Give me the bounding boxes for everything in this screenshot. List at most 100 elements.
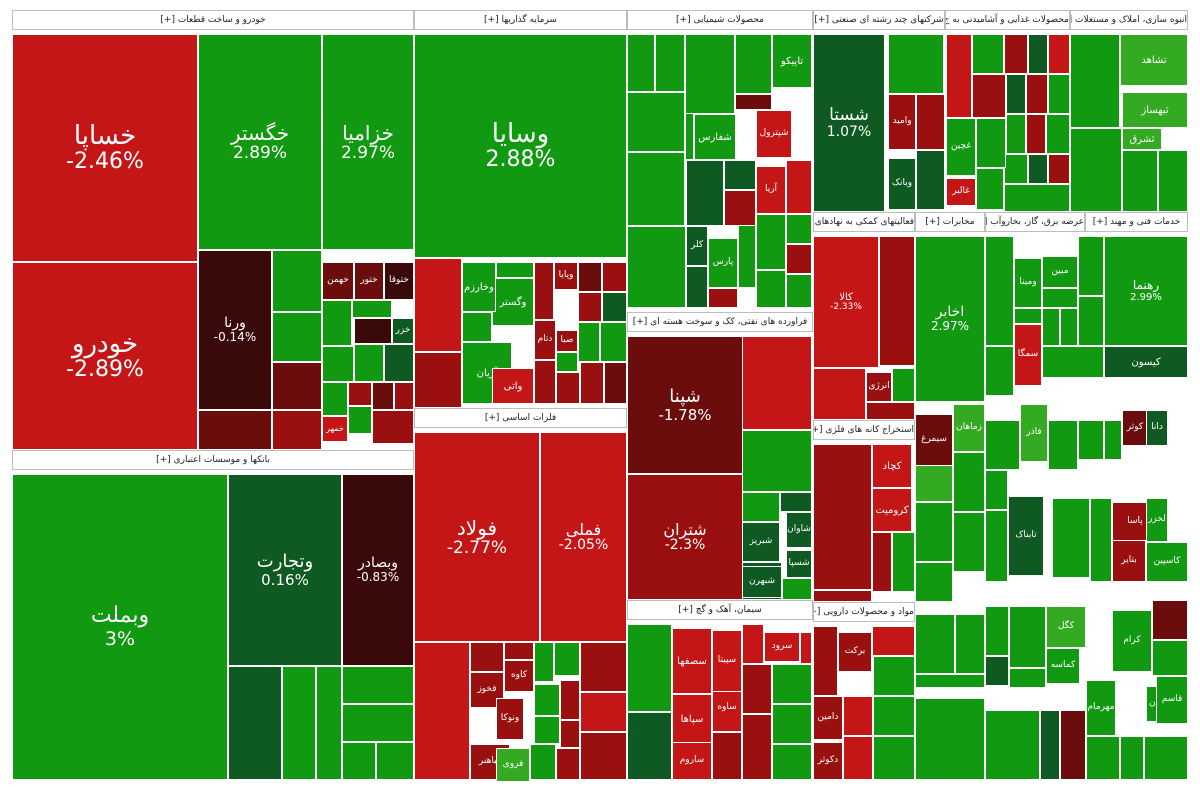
stock-tile[interactable]: ومینا (1014, 258, 1042, 308)
stock-tile[interactable] (534, 716, 560, 744)
stock-tile[interactable] (1048, 420, 1078, 470)
stock-tile[interactable] (813, 590, 872, 602)
stock-tile[interactable] (1009, 606, 1046, 668)
stock-tile[interactable]: شتران -2.3% (627, 474, 743, 600)
stock-tile[interactable] (1028, 34, 1048, 74)
stock-tile[interactable] (782, 578, 812, 600)
stock-tile[interactable] (1052, 498, 1090, 578)
stock-tile[interactable] (873, 696, 915, 736)
stock-tile[interactable] (316, 666, 342, 780)
stock-tile[interactable] (915, 502, 953, 562)
stock-tile[interactable] (556, 748, 580, 780)
sector-header[interactable]: محصولات غذایی و آشامیدنی به ج [+] (945, 10, 1070, 30)
stock-tile[interactable] (322, 346, 354, 382)
stock-tile[interactable] (686, 160, 724, 226)
stock-tile[interactable] (1028, 154, 1048, 184)
stock-tile[interactable]: سرود (764, 632, 800, 662)
stock-tile[interactable] (756, 214, 786, 270)
stock-tile[interactable] (724, 190, 756, 226)
stock-tile[interactable] (976, 118, 1006, 168)
stock-tile[interactable] (892, 368, 915, 402)
stock-tile[interactable]: کلر (686, 226, 708, 266)
stock-tile[interactable] (742, 624, 764, 664)
stock-tile[interactable] (985, 420, 1020, 470)
stock-tile[interactable] (627, 624, 672, 712)
stock-tile[interactable] (1078, 296, 1104, 346)
stock-tile[interactable] (496, 262, 534, 278)
stock-tile[interactable] (888, 210, 944, 212)
stock-tile[interactable]: فملی -2.05% (540, 432, 627, 642)
sector-header[interactable]: مواد و محصولات دارویی [+] (813, 602, 915, 622)
stock-tile[interactable] (1120, 736, 1144, 780)
stock-tile[interactable] (772, 704, 812, 744)
stock-tile[interactable] (1009, 668, 1046, 688)
stock-tile[interactable] (915, 674, 985, 688)
stock-tile[interactable]: شپنا -1.78% (627, 336, 743, 474)
stock-tile[interactable]: کالا -2.33% (813, 236, 879, 368)
stock-tile[interactable]: وسایا 2.88% (414, 34, 627, 258)
stock-tile[interactable] (1152, 640, 1188, 676)
stock-tile[interactable] (376, 742, 414, 780)
stock-tile[interactable] (1090, 498, 1112, 582)
stock-tile[interactable]: دتام (534, 320, 556, 360)
sector-header[interactable]: فعالیتهای کمکی به نهادهای [+] (813, 212, 915, 232)
stock-tile[interactable] (228, 666, 282, 780)
stock-tile[interactable] (872, 626, 915, 656)
stock-tile[interactable] (342, 704, 414, 742)
stock-tile[interactable] (1152, 600, 1188, 640)
stock-tile[interactable] (627, 712, 672, 780)
stock-tile[interactable]: خمهر (322, 416, 348, 442)
stock-tile[interactable] (1004, 184, 1070, 212)
stock-tile[interactable]: خزامیا 2.97% (322, 34, 414, 250)
stock-tile[interactable] (742, 430, 812, 492)
stock-tile[interactable] (772, 744, 812, 780)
stock-tile[interactable] (580, 732, 627, 780)
stock-tile[interactable]: وپایا (554, 262, 578, 290)
stock-tile[interactable] (1048, 154, 1070, 184)
sector-header[interactable]: بانکها و موسسات اعتباری [+] (12, 450, 414, 470)
stock-tile[interactable] (272, 312, 322, 362)
stock-tile[interactable] (1046, 114, 1070, 154)
stock-tile[interactable] (1006, 114, 1026, 154)
stock-tile[interactable] (578, 262, 602, 292)
stock-tile[interactable] (534, 262, 554, 320)
stock-tile[interactable] (786, 244, 812, 274)
stock-tile[interactable] (708, 288, 738, 308)
stock-tile[interactable]: فاذر (1020, 404, 1048, 462)
stock-tile[interactable] (354, 318, 392, 344)
stock-tile[interactable] (554, 642, 580, 676)
stock-tile[interactable] (600, 322, 627, 362)
stock-tile[interactable] (1042, 288, 1078, 308)
stock-tile[interactable]: غالبر (946, 178, 976, 206)
stock-tile[interactable] (348, 382, 372, 406)
stock-tile[interactable]: اخابر 2.97% (915, 236, 985, 402)
stock-tile[interactable]: شستا 1.07% (813, 34, 885, 212)
stock-tile[interactable]: فولاد -2.77% (414, 432, 540, 642)
stock-tile[interactable] (742, 336, 812, 430)
stock-tile[interactable] (892, 532, 915, 592)
stock-tile[interactable]: کاوه (504, 660, 534, 692)
stock-tile[interactable] (686, 266, 708, 308)
stock-tile[interactable] (955, 614, 985, 674)
stock-tile[interactable] (348, 406, 372, 434)
stock-tile[interactable] (1060, 308, 1078, 346)
stock-tile[interactable]: سپیتا (712, 630, 742, 692)
stock-tile[interactable] (556, 372, 580, 404)
stock-tile[interactable] (560, 720, 580, 748)
sector-header[interactable]: سرمایه گذاریها [+] (414, 10, 627, 30)
stock-tile[interactable]: وبانک (888, 158, 916, 210)
stock-tile[interactable] (953, 452, 985, 512)
stock-tile[interactable] (602, 262, 627, 292)
stock-tile[interactable] (560, 680, 580, 720)
stock-tile[interactable]: خگستر 2.89% (198, 34, 322, 250)
stock-tile[interactable] (742, 492, 780, 522)
stock-tile[interactable] (1078, 236, 1104, 296)
sector-header[interactable]: انبوه سازی، املاک و مستغلات [+] (1070, 10, 1188, 30)
stock-tile[interactable] (580, 642, 627, 692)
sector-header[interactable]: فلزات اساسی [+] (414, 408, 627, 428)
stock-tile[interactable] (946, 34, 972, 118)
stock-tile[interactable] (735, 94, 772, 110)
stock-tile[interactable] (786, 214, 812, 244)
stock-tile[interactable]: کوثر (1122, 410, 1148, 446)
stock-tile[interactable]: مبین (1042, 256, 1078, 288)
